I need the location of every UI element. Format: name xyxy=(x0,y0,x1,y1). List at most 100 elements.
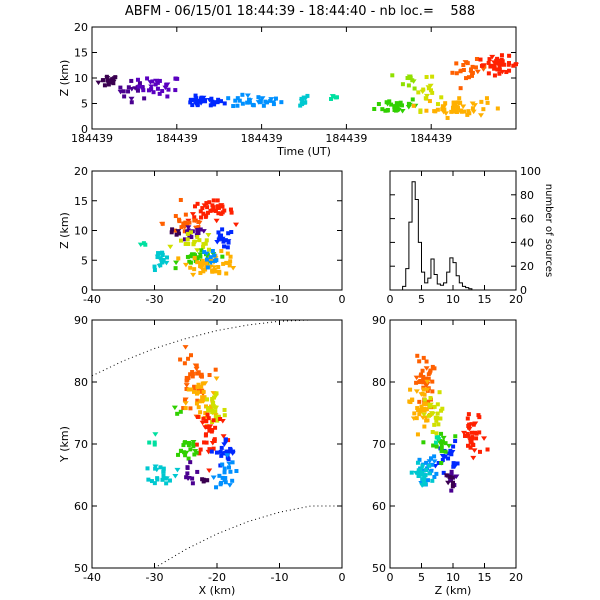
source-point xyxy=(152,481,157,486)
source-point xyxy=(268,98,273,103)
source-point xyxy=(431,443,436,448)
source-point xyxy=(159,221,166,227)
source-point xyxy=(439,445,444,450)
source-point xyxy=(192,218,197,223)
source-point xyxy=(410,78,415,83)
source-point xyxy=(220,462,225,467)
xz-x-tick-label: -10 xyxy=(271,293,289,306)
source-point xyxy=(421,374,426,379)
source-point xyxy=(470,435,475,440)
source-point xyxy=(216,205,221,210)
source-point xyxy=(219,453,224,458)
source-point xyxy=(205,412,210,417)
xz-x-tick-label: -30 xyxy=(146,293,164,306)
source-point xyxy=(193,366,200,372)
source-point xyxy=(204,425,209,430)
source-point xyxy=(433,109,438,114)
source-point xyxy=(457,96,462,101)
xy-x-axis-label: X (km) xyxy=(199,584,236,597)
source-point xyxy=(173,266,178,271)
source-point xyxy=(440,457,445,462)
source-point xyxy=(328,96,333,101)
source-point xyxy=(440,406,445,411)
xy-y-tick-label: 90 xyxy=(74,314,88,327)
source-point xyxy=(126,85,131,90)
source-point xyxy=(155,255,160,260)
source-point xyxy=(192,384,197,389)
source-point xyxy=(411,103,416,108)
source-point xyxy=(466,75,471,80)
source-point xyxy=(436,422,441,427)
source-point xyxy=(182,262,189,268)
source-point xyxy=(497,71,502,76)
source-point xyxy=(221,442,228,447)
source-point xyxy=(206,416,211,421)
source-point xyxy=(439,453,446,459)
source-point xyxy=(499,53,504,58)
source-point xyxy=(188,406,193,411)
source-point xyxy=(207,406,212,411)
source-point xyxy=(469,430,474,435)
source-point xyxy=(416,408,421,413)
source-point xyxy=(230,478,235,483)
source-point xyxy=(445,443,452,449)
xz-y-tick-label: 20 xyxy=(74,165,88,178)
z_histogram-y-tick-label: 20 xyxy=(520,260,534,273)
source-point xyxy=(423,383,430,389)
source-point xyxy=(104,74,109,79)
source-point xyxy=(211,198,216,203)
zy-y-tick-label: 50 xyxy=(372,562,386,575)
source-point xyxy=(424,108,429,113)
source-point xyxy=(190,476,195,481)
source-point xyxy=(193,93,198,98)
source-point xyxy=(165,255,170,260)
source-point xyxy=(223,238,228,243)
source-point xyxy=(182,450,187,455)
source-point xyxy=(474,69,481,75)
source-point xyxy=(170,227,175,232)
source-point xyxy=(205,205,210,210)
source-point xyxy=(183,241,188,246)
source-point xyxy=(484,96,489,101)
source-point xyxy=(129,78,134,83)
source-point xyxy=(492,66,497,71)
source-point xyxy=(443,449,448,454)
source-point xyxy=(192,452,197,457)
source-point xyxy=(451,480,456,485)
source-point xyxy=(439,449,444,454)
source-point xyxy=(223,437,228,442)
source-point xyxy=(424,96,429,101)
source-point xyxy=(227,263,232,268)
source-point xyxy=(195,235,200,240)
source-point xyxy=(207,447,212,452)
z_histogram-x-tick-label: 5 xyxy=(418,293,425,306)
source-point xyxy=(443,473,450,478)
zy-y-tick-label: 80 xyxy=(372,376,386,389)
source-point xyxy=(426,372,431,377)
source-point xyxy=(209,449,214,454)
source-point xyxy=(188,230,193,235)
source-point xyxy=(192,253,197,258)
source-point xyxy=(148,84,155,89)
source-point xyxy=(135,77,140,82)
source-point xyxy=(448,448,453,453)
source-point xyxy=(462,109,467,114)
source-point xyxy=(465,61,470,66)
source-point xyxy=(449,469,454,474)
source-point xyxy=(129,100,134,105)
source-point xyxy=(225,239,232,244)
source-point xyxy=(155,80,160,85)
source-point xyxy=(207,257,212,262)
xy-x-tick-label: -40 xyxy=(83,571,101,584)
source-point xyxy=(415,432,420,437)
source-point xyxy=(193,204,198,209)
source-point xyxy=(158,465,163,470)
source-point xyxy=(213,269,218,274)
source-point xyxy=(396,107,401,112)
source-point xyxy=(448,478,453,483)
zy-x-tick-label: 5 xyxy=(418,571,425,584)
zy-y-tick-label: 70 xyxy=(372,438,386,451)
source-point xyxy=(224,453,231,458)
source-point xyxy=(229,210,234,215)
source-point xyxy=(384,102,391,107)
